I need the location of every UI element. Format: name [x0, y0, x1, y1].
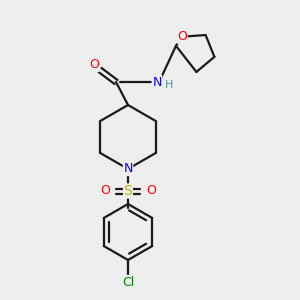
- Text: N: N: [152, 76, 162, 88]
- Text: S: S: [124, 184, 132, 198]
- Text: O: O: [177, 30, 187, 43]
- Text: O: O: [89, 58, 99, 71]
- Text: H: H: [165, 80, 173, 90]
- Text: Cl: Cl: [122, 275, 134, 289]
- Text: O: O: [146, 184, 156, 197]
- Text: N: N: [123, 163, 133, 176]
- Text: O: O: [100, 184, 110, 197]
